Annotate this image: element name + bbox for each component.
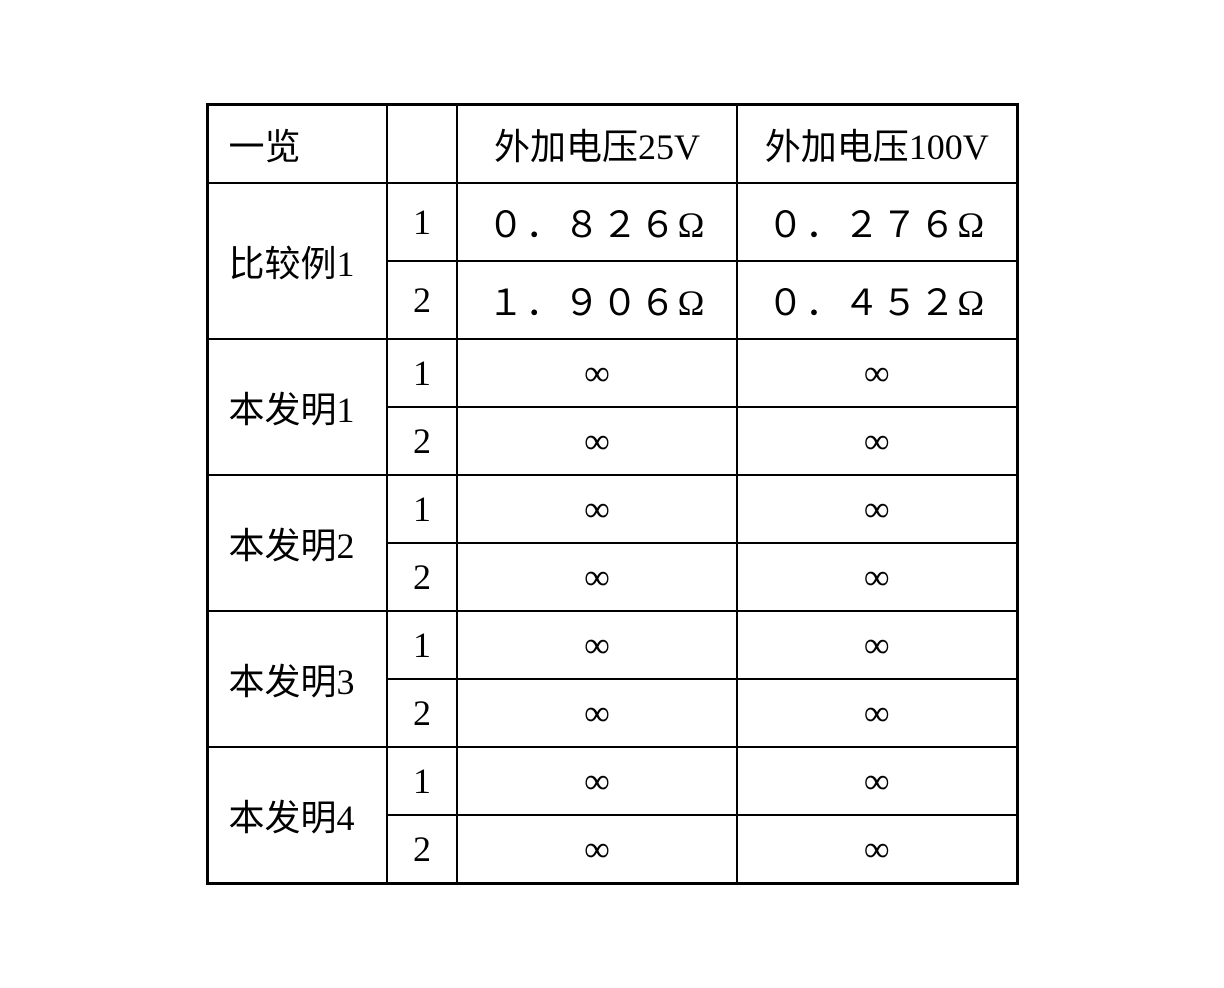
cell-v100: ∞ [737,475,1017,543]
row-num: 2 [387,407,457,475]
cell-v100: ∞ [737,611,1017,679]
resistance-table: 一览 外加电压25V 外加电压100V 比较例1 1 ０．８２６Ω ０．２７６Ω… [206,103,1019,885]
table-header-row: 一览 外加电压25V 外加电压100V [207,105,1017,184]
cell-v100: ∞ [737,815,1017,884]
cell-v25: １．９０６Ω [457,261,737,339]
table-row: 本发明4 1 ∞ ∞ [207,747,1017,815]
group-label: 本发明3 [207,611,387,747]
group-label: 本发明4 [207,747,387,884]
cell-v25: ∞ [457,747,737,815]
cell-v25: ∞ [457,475,737,543]
cell-v100: ∞ [737,679,1017,747]
table-container: 一览 外加电压25V 外加电压100V 比较例1 1 ０．８２６Ω ０．２７６Ω… [166,63,1059,925]
row-num: 1 [387,183,457,261]
row-num: 1 [387,747,457,815]
cell-v100: ０．４５２Ω [737,261,1017,339]
row-num: 2 [387,261,457,339]
cell-v100: ０．２７６Ω [737,183,1017,261]
group-label: 本发明2 [207,475,387,611]
cell-v25: ∞ [457,543,737,611]
cell-v100: ∞ [737,747,1017,815]
cell-v25: ∞ [457,407,737,475]
cell-v100: ∞ [737,543,1017,611]
table-row: 本发明2 1 ∞ ∞ [207,475,1017,543]
header-overview: 一览 [207,105,387,184]
table-row: 本发明3 1 ∞ ∞ [207,611,1017,679]
cell-v100: ∞ [737,339,1017,407]
header-v25: 外加电压25V [457,105,737,184]
group-label: 比较例1 [207,183,387,339]
header-num [387,105,457,184]
row-num: 1 [387,339,457,407]
row-num: 1 [387,611,457,679]
cell-v25: ∞ [457,679,737,747]
cell-v25: ∞ [457,339,737,407]
table-row: 本发明1 1 ∞ ∞ [207,339,1017,407]
row-num: 2 [387,815,457,884]
row-num: 2 [387,543,457,611]
table-row: 比较例1 1 ０．８２６Ω ０．２７６Ω [207,183,1017,261]
group-label: 本发明1 [207,339,387,475]
cell-v25: ∞ [457,815,737,884]
cell-v25: ∞ [457,611,737,679]
row-num: 2 [387,679,457,747]
cell-v25: ０．８２６Ω [457,183,737,261]
row-num: 1 [387,475,457,543]
header-v100: 外加电压100V [737,105,1017,184]
cell-v100: ∞ [737,407,1017,475]
